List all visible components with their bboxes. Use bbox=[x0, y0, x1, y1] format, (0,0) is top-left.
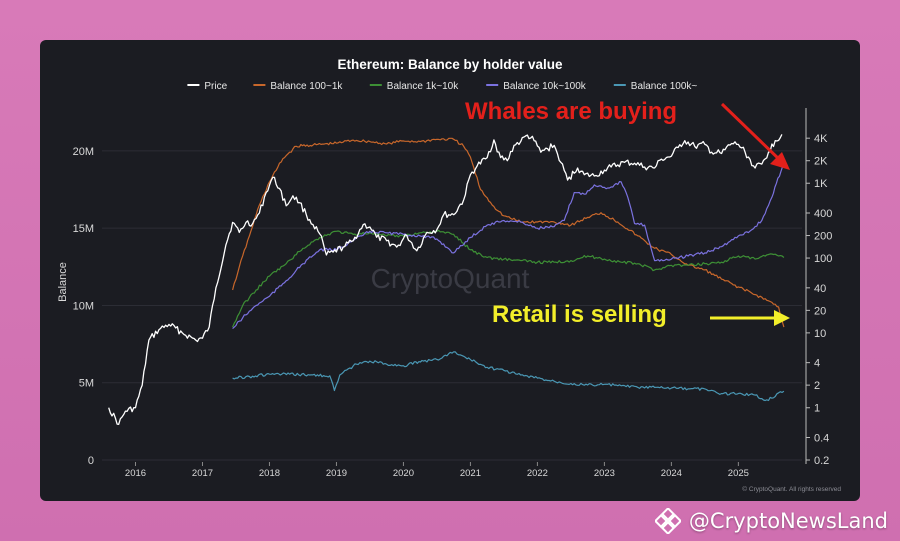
x-tick: 2019 bbox=[326, 468, 347, 479]
attribution: @CryptoNewsLand bbox=[654, 501, 888, 541]
y-tick-right: 0.2 bbox=[814, 455, 829, 467]
series-line bbox=[232, 229, 785, 328]
x-tick: 2023 bbox=[594, 468, 615, 479]
y-tick-right: 100 bbox=[814, 253, 832, 265]
x-tick: 2020 bbox=[393, 468, 414, 479]
x-tick: 2017 bbox=[192, 468, 213, 479]
series-line bbox=[108, 134, 783, 425]
copyright: © CryptoQuant. All rights reserved bbox=[742, 485, 841, 493]
y-tick-right: 1K bbox=[814, 178, 828, 190]
y-tick-right: 200 bbox=[814, 231, 832, 243]
y-tick-left: 10M bbox=[73, 300, 94, 312]
y-axis-left: 0 5M 10M 15M 20M bbox=[73, 146, 94, 467]
y-tick-right: 400 bbox=[814, 208, 832, 220]
y-tick-left: 20M bbox=[73, 146, 94, 158]
series-line bbox=[232, 351, 785, 402]
y-tick-right: 10 bbox=[814, 328, 826, 340]
x-tick: 2024 bbox=[661, 468, 682, 479]
y-tick-left: 5M bbox=[79, 378, 94, 390]
y-tick-left: 0 bbox=[88, 455, 94, 467]
chart-title: Ethereum: Balance by holder value bbox=[337, 57, 563, 72]
y-axis-label: Balance bbox=[57, 262, 69, 302]
series-line bbox=[232, 137, 785, 328]
legend-entry: Balance 100~1k bbox=[270, 81, 343, 92]
legend-entry: Balance 1k~10k bbox=[387, 81, 459, 92]
y-tick-right: 40 bbox=[814, 283, 826, 295]
chart-card: Ethereum: Balance by holder value Price B… bbox=[40, 40, 860, 501]
chart: Ethereum: Balance by holder value Price B… bbox=[57, 57, 841, 493]
annotation-retail: Retail is selling bbox=[492, 301, 667, 328]
attribution-handle: @CryptoNewsLand bbox=[688, 509, 888, 533]
yellow-arrow-icon bbox=[710, 310, 790, 326]
binance-logo-icon bbox=[654, 508, 681, 534]
annotation-whales: Whales are buying bbox=[465, 98, 677, 125]
x-tick: 2018 bbox=[259, 468, 280, 479]
y-tick-right: 20 bbox=[814, 305, 826, 317]
y-tick-right: 0.4 bbox=[814, 432, 829, 444]
x-tick: 2021 bbox=[460, 468, 481, 479]
x-axis: 2016 2017 2018 2019 2020 2021 2022 2023 2024 2025 bbox=[125, 462, 749, 479]
legend-entry: Balance 100k~ bbox=[631, 81, 698, 92]
x-tick: 2022 bbox=[527, 468, 548, 479]
y-tick-right: 2K bbox=[814, 156, 828, 168]
y-axis-right: 0.2 0.4 1 2 4 10 20 40 100 200 400 1K 2K 4K bbox=[805, 108, 832, 467]
legend: Price Balance 100~1k Balance 1k~10k Balance… bbox=[187, 81, 697, 92]
legend-entry: Balance 10k~100k bbox=[503, 81, 587, 92]
grid bbox=[102, 150, 802, 461]
red-arrow-icon bbox=[720, 102, 790, 170]
y-tick-left: 15M bbox=[73, 223, 94, 235]
x-tick: 2016 bbox=[125, 468, 146, 479]
chart-watermark: CryptoQuant bbox=[371, 263, 530, 294]
legend-entry: Price bbox=[204, 81, 227, 92]
annotations: Whales are buying Retail is selling bbox=[465, 98, 790, 328]
y-tick-right: 2 bbox=[814, 380, 820, 392]
x-tick: 2025 bbox=[728, 468, 749, 479]
y-tick-right: 1 bbox=[814, 403, 820, 415]
y-tick-right: 4K bbox=[814, 133, 828, 145]
y-tick-right: 4 bbox=[814, 358, 820, 370]
series-layer bbox=[108, 134, 785, 425]
